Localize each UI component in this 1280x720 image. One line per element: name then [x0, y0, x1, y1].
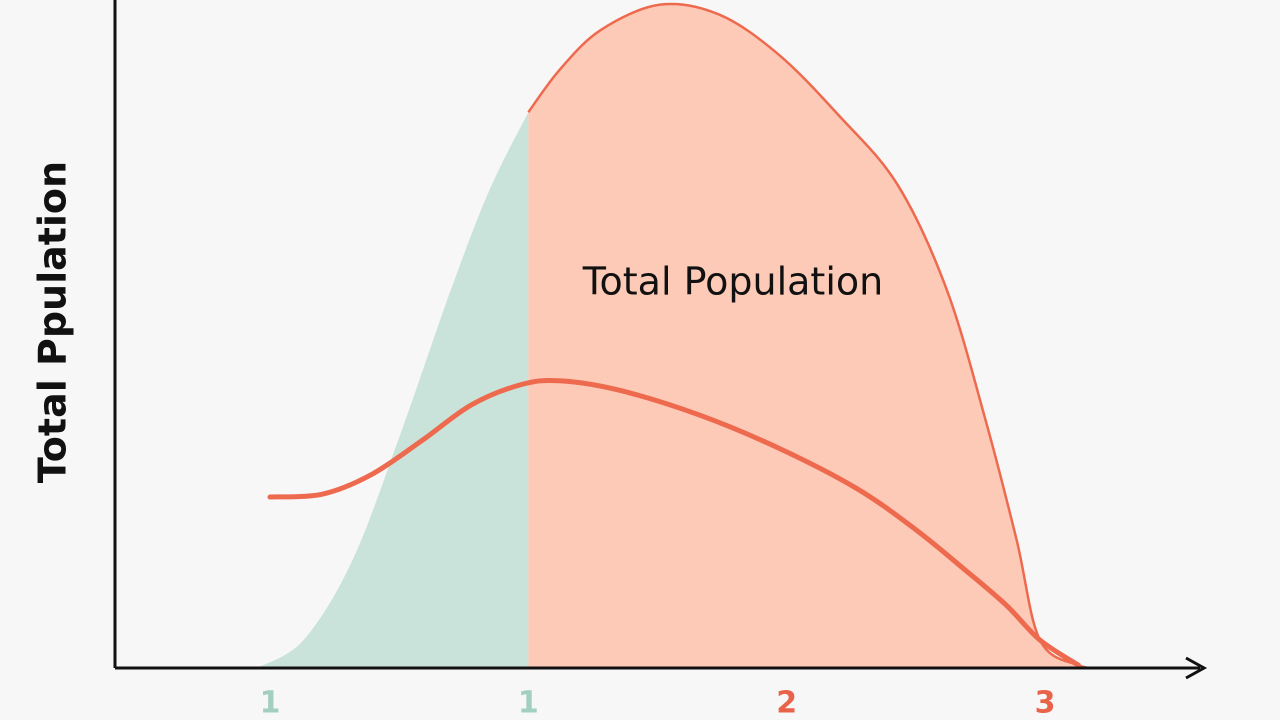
area: [257, 112, 529, 668]
x-axis-arrow: [1185, 656, 1208, 680]
x-tick-label: 2: [776, 686, 797, 720]
x-tick-label: 1: [260, 686, 281, 720]
x-tick-label: 1: [518, 686, 539, 720]
area-outline: [527, 2, 1105, 670]
area: [528, 3, 1105, 669]
y-axis-label: Total Ppulation: [31, 161, 75, 483]
annotation: Total Population: [582, 260, 883, 304]
plot-area: [257, 2, 1105, 670]
line: [267, 377, 1082, 668]
x-tick-label: 3: [1035, 686, 1056, 720]
